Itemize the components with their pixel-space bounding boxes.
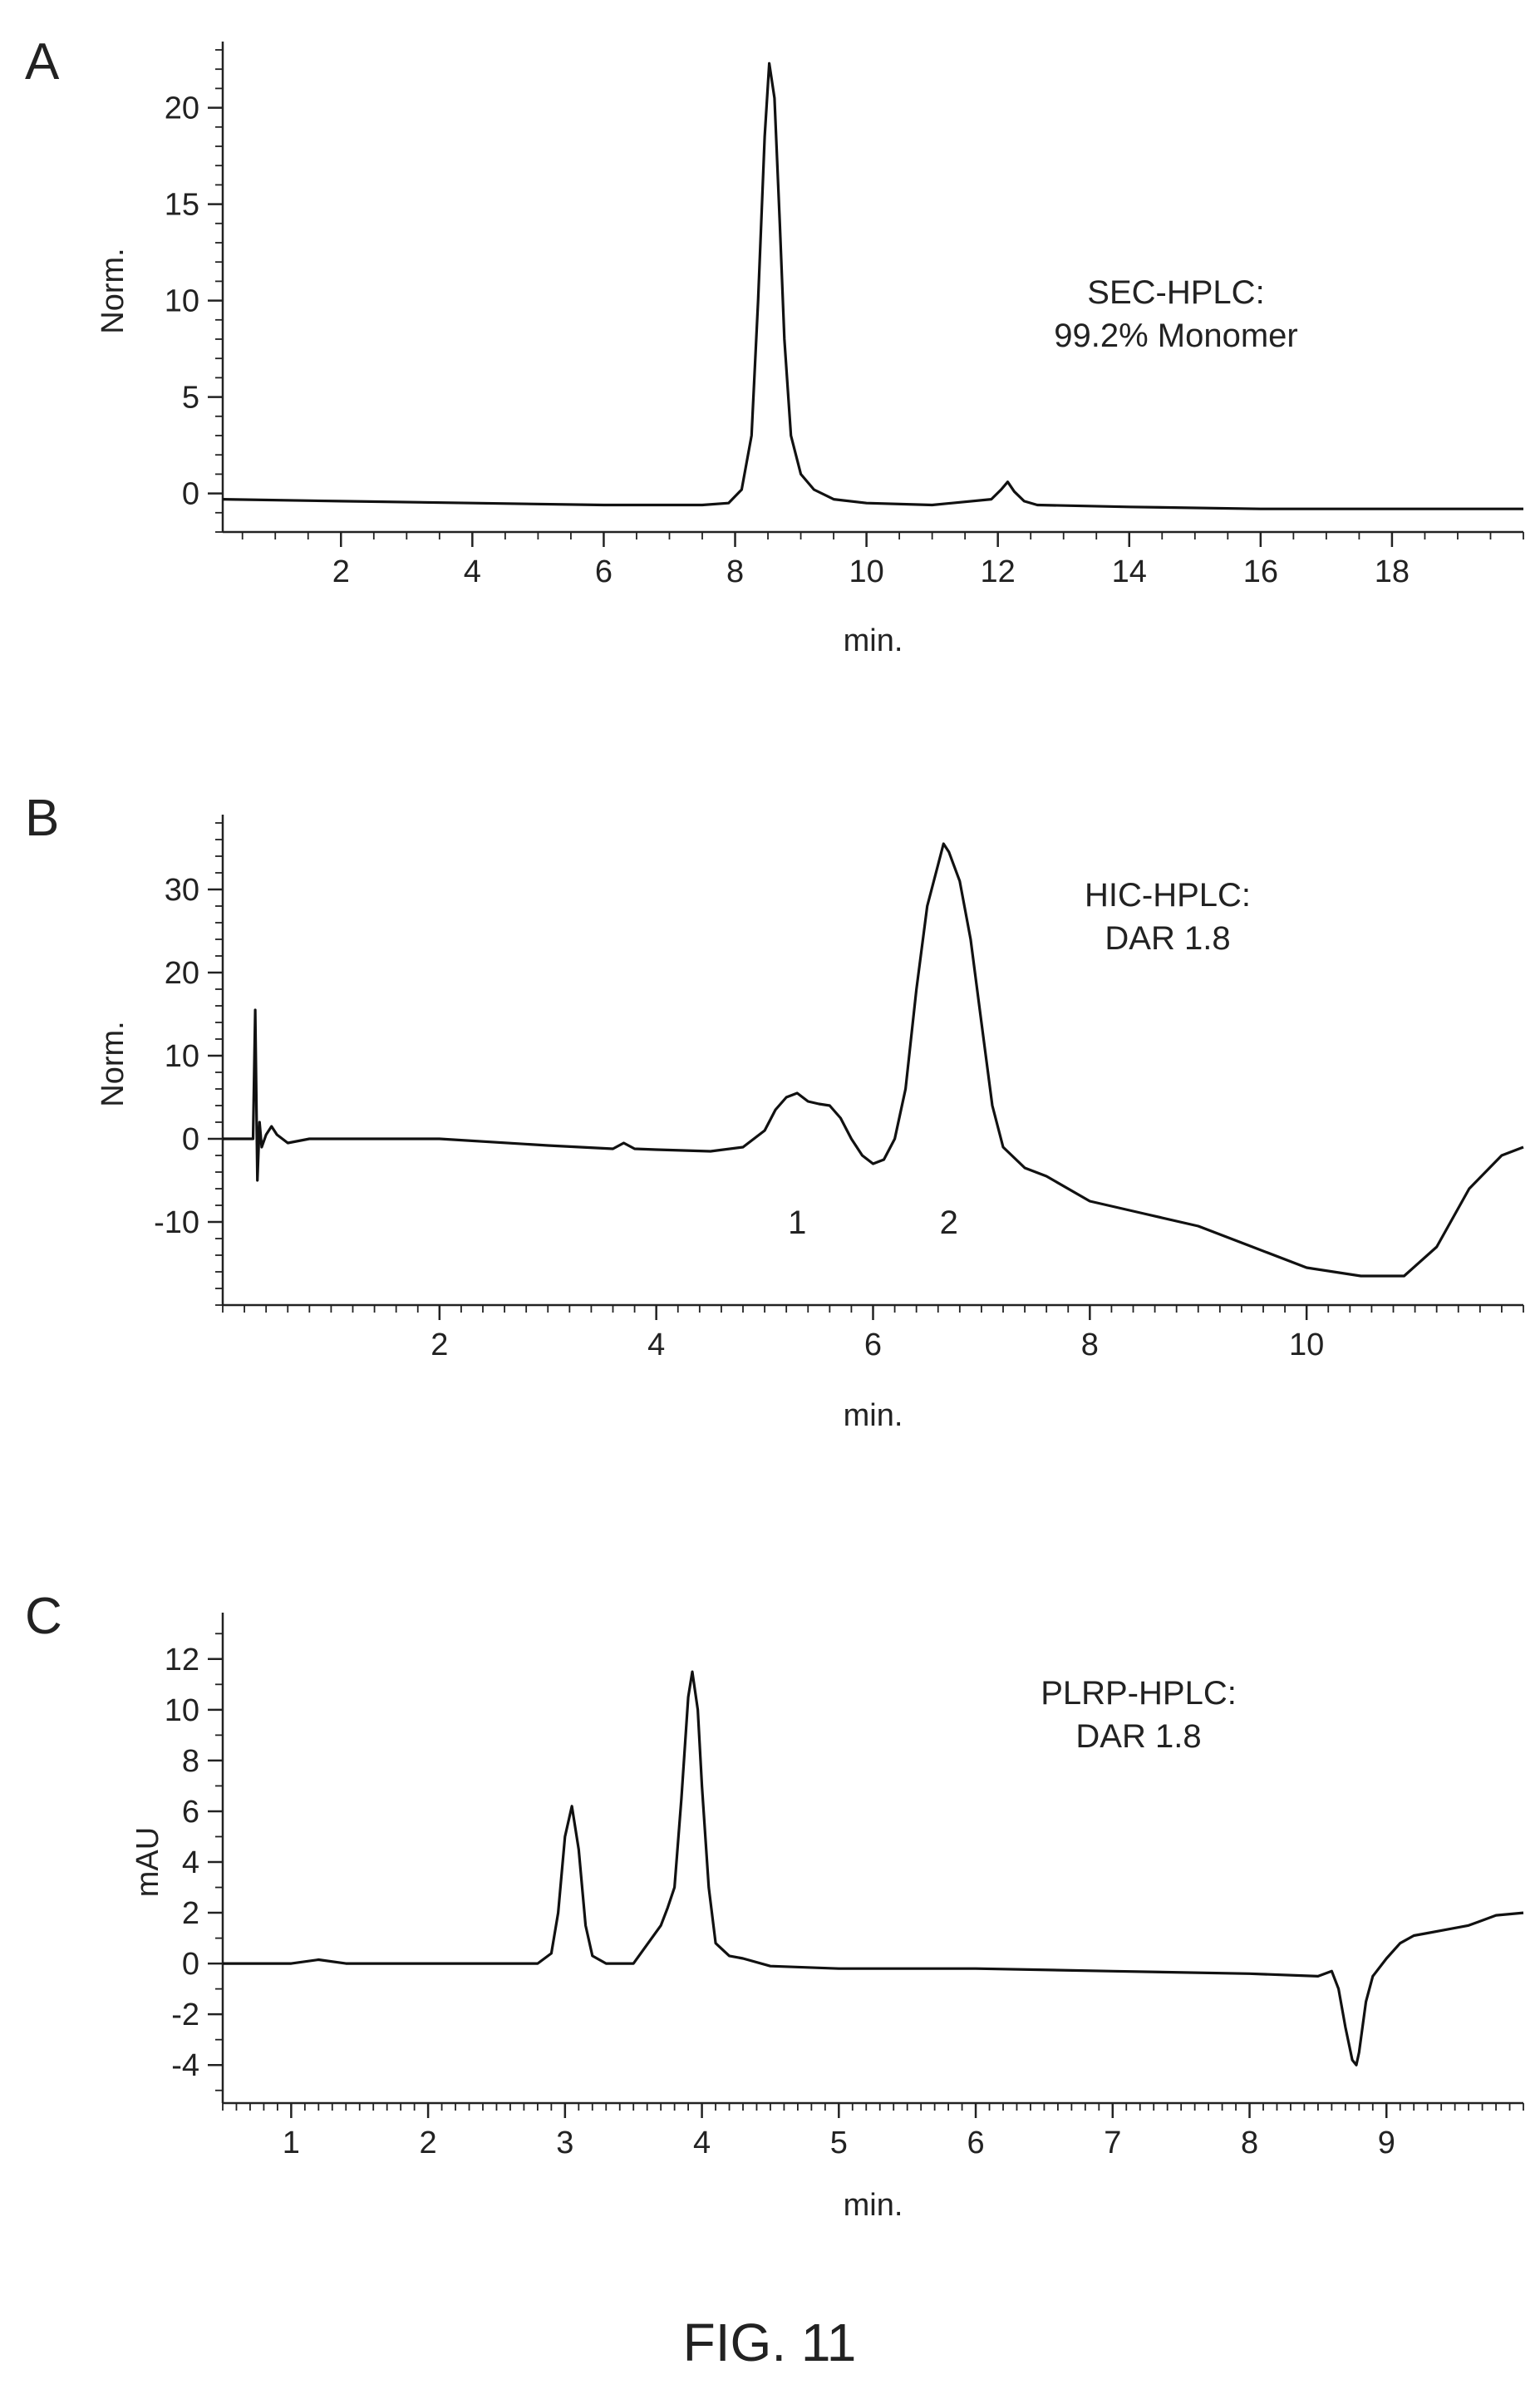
x-axis-label: min. xyxy=(844,623,903,658)
x-tick-label: 14 xyxy=(1112,554,1147,589)
y-tick-label: -10 xyxy=(154,1205,199,1240)
method-annotation: SEC-HPLC: xyxy=(1087,274,1264,311)
peak-label: 2 xyxy=(940,1204,958,1241)
x-tick-label: 2 xyxy=(420,2126,437,2160)
x-tick-label: 10 xyxy=(849,554,883,589)
method-annotation: DAR 1.8 xyxy=(1105,920,1230,957)
y-tick-label: 5 xyxy=(182,381,199,416)
y-tick-label: 2 xyxy=(182,1896,199,1931)
x-tick-label: 8 xyxy=(1241,2126,1258,2160)
x-tick-label: 4 xyxy=(464,554,481,589)
x-tick-label: 16 xyxy=(1243,554,1278,589)
method-annotation: PLRP-HPLC: xyxy=(1041,1675,1237,1712)
y-tick-label: -4 xyxy=(171,2048,199,2083)
x-tick-label: 3 xyxy=(556,2126,573,2160)
panel-letter: A xyxy=(25,33,60,91)
x-tick-label: 4 xyxy=(647,1328,665,1362)
x-tick-label: 5 xyxy=(830,2126,848,2160)
chromatogram-trace xyxy=(223,842,1524,1278)
y-tick-label: 10 xyxy=(165,1693,199,1728)
y-tick-label: -2 xyxy=(171,1998,199,2032)
x-tick-label: 18 xyxy=(1375,554,1410,589)
y-tick-label: 20 xyxy=(165,91,199,126)
figure-label: FIG. 11 xyxy=(683,2313,857,2372)
y-tick-label: 12 xyxy=(165,1643,199,1677)
y-tick-label: 20 xyxy=(165,956,199,991)
y-tick-label: 10 xyxy=(165,284,199,319)
y-axis-label: mAU xyxy=(130,1827,165,1897)
y-tick-label: 8 xyxy=(182,1744,199,1779)
x-tick-label: 8 xyxy=(1081,1328,1099,1362)
x-axis-label: min. xyxy=(844,2188,903,2223)
y-axis-label: Norm. xyxy=(96,1021,130,1106)
chromatogram-trace xyxy=(222,62,1523,510)
y-tick-label: 6 xyxy=(182,1795,199,1830)
method-annotation: 99.2% Monomer xyxy=(1054,318,1297,354)
y-tick-label: 30 xyxy=(165,873,199,908)
method-annotation: HIC-HPLC: xyxy=(1085,877,1251,914)
x-tick-label: 7 xyxy=(1104,2126,1121,2160)
chromatogram-trace xyxy=(223,1670,1524,2067)
panel-letter: C xyxy=(25,1588,62,1645)
x-tick-label: 8 xyxy=(726,554,744,589)
chart-panel-b: B 2 4 6 8 10 -10 0 10 20 30 min. Norm. HIC-HPLC: DAR 1… xyxy=(25,790,1524,1433)
x-axis-label: min. xyxy=(844,1398,903,1433)
y-tick-label: 4 xyxy=(182,1845,199,1880)
y-tick-label: 0 xyxy=(182,1122,199,1157)
y-tick-label: 0 xyxy=(182,477,199,512)
x-tick-label: 6 xyxy=(864,1328,882,1362)
x-tick-label: 6 xyxy=(595,554,613,589)
x-tick-label: 9 xyxy=(1378,2126,1395,2160)
x-tick-label: 2 xyxy=(431,1328,448,1362)
y-tick-label: 15 xyxy=(165,188,199,223)
x-tick-label: 2 xyxy=(332,554,350,589)
y-tick-label: 10 xyxy=(165,1039,199,1074)
y-tick-label: 0 xyxy=(182,1947,199,1982)
x-tick-label: 4 xyxy=(693,2126,711,2160)
x-tick-label: 10 xyxy=(1289,1328,1324,1362)
x-tick-label: 6 xyxy=(967,2126,984,2160)
x-tick-label: 12 xyxy=(981,554,1016,589)
x-tick-label: 1 xyxy=(283,2126,300,2160)
chart-panel-a: A 2 4 6 8 10 12 14 16 18 0 5 10 15 20 min. Norm. SEC-HPLC… xyxy=(25,33,1524,658)
panel-letter: B xyxy=(25,790,59,847)
peak-label: 1 xyxy=(788,1204,806,1241)
method-annotation: DAR 1.8 xyxy=(1075,1718,1201,1755)
y-axis-label: Norm. xyxy=(96,248,130,333)
chart-panel-c: C1 2 3 4 5 6 7 8 9-4-2024681012min.mAUPLRP-HPLC:… xyxy=(25,1588,1524,2223)
